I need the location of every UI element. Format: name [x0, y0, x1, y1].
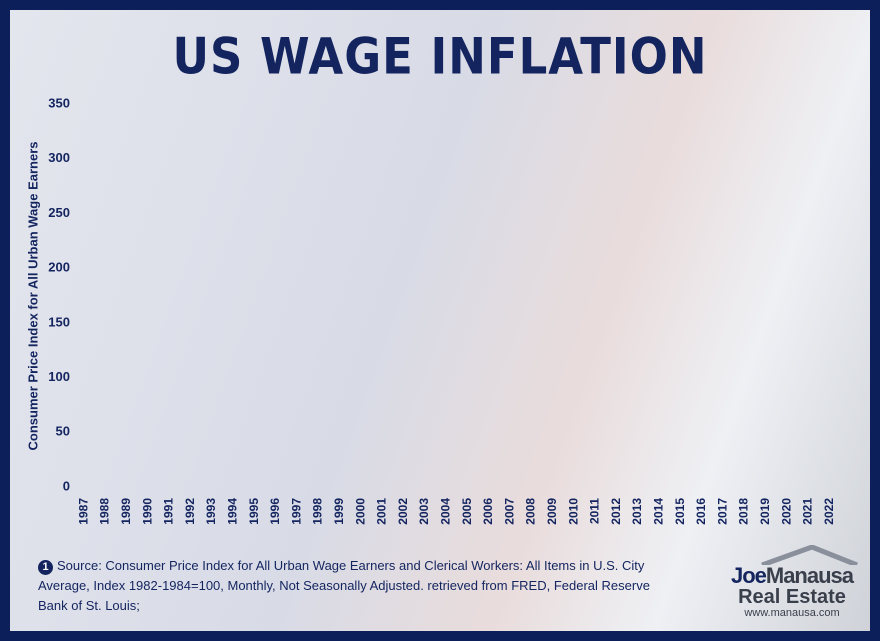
y-tick-label: 150	[48, 314, 70, 329]
y-tick-label: 250	[48, 205, 70, 220]
x-tick-label: 1998	[311, 498, 325, 525]
x-tick-label: 2001	[375, 498, 389, 525]
y-tick-label: 300	[48, 150, 70, 165]
logo: JoeManausa Real Estate www.manausa.com	[722, 545, 862, 619]
y-tick-label: 100	[48, 369, 70, 384]
x-tick-label: 2004	[439, 498, 453, 525]
x-tick-label: 2011	[588, 498, 602, 524]
logo-last: Manausa	[765, 563, 854, 588]
x-tick-label: 1991	[162, 498, 176, 525]
y-tick-label: 50	[56, 424, 70, 439]
x-tick-label: 1997	[289, 498, 303, 525]
x-tick-label: 2010	[566, 498, 580, 525]
x-tick-label: 2013	[630, 498, 644, 525]
x-tick-label: 1988	[98, 498, 112, 525]
footnote-text: Source: Consumer Price Index for All Urb…	[38, 558, 650, 613]
x-tick-label: 2009	[545, 498, 559, 525]
x-tick-label: 1993	[204, 498, 218, 525]
y-tick-label: 200	[48, 260, 70, 275]
x-tick-label: 2022	[822, 498, 836, 525]
x-tick-label: 2012	[609, 498, 623, 525]
x-tick-label: 1989	[119, 498, 133, 525]
x-tick-label: 2000	[353, 498, 367, 525]
x-tick-label: 2002	[396, 498, 410, 525]
x-tick-label: 1999	[332, 498, 346, 525]
logo-first: Joe	[730, 563, 767, 588]
x-tick-label: 2016	[694, 498, 708, 525]
x-tick-label: 1996	[268, 498, 282, 525]
chart-title: US WAGE INFLATION	[172, 28, 707, 86]
x-tick-label: 2003	[417, 498, 431, 525]
logo-roof	[761, 545, 858, 565]
x-tick-label: 2020	[779, 498, 793, 525]
x-tick-label: 2019	[758, 498, 772, 525]
x-tick-label: 1992	[183, 498, 197, 525]
y-tick-label: 0	[63, 478, 70, 493]
x-tick-label: 2008	[524, 498, 538, 525]
background	[10, 10, 870, 631]
footnote-marker: 1	[38, 560, 53, 575]
footnote: 1 Source: Consumer Price Index for All Ur…	[38, 556, 678, 616]
x-tick-label: 2005	[460, 498, 474, 525]
x-tick-label: 1995	[247, 498, 261, 525]
x-tick-label: 1987	[76, 498, 90, 525]
x-tick-label: 1994	[226, 498, 240, 525]
y-tick-label: 350	[48, 95, 70, 110]
logo-url: www.manausa.com	[744, 607, 840, 619]
logo-sub: Real Estate	[738, 586, 846, 608]
x-tick-label: 2021	[801, 498, 815, 525]
x-tick-label: 2017	[715, 498, 729, 525]
x-tick-label: 1990	[140, 498, 154, 525]
x-tick-label: 2014	[651, 498, 665, 525]
x-tick-label: 2006	[481, 498, 495, 525]
x-tick-label: 2018	[737, 498, 751, 525]
x-tick-label: 2007	[502, 498, 516, 525]
y-axis-label: Consumer Price Index for All Urban Wage …	[25, 142, 40, 451]
x-tick-label: 2015	[673, 498, 687, 525]
